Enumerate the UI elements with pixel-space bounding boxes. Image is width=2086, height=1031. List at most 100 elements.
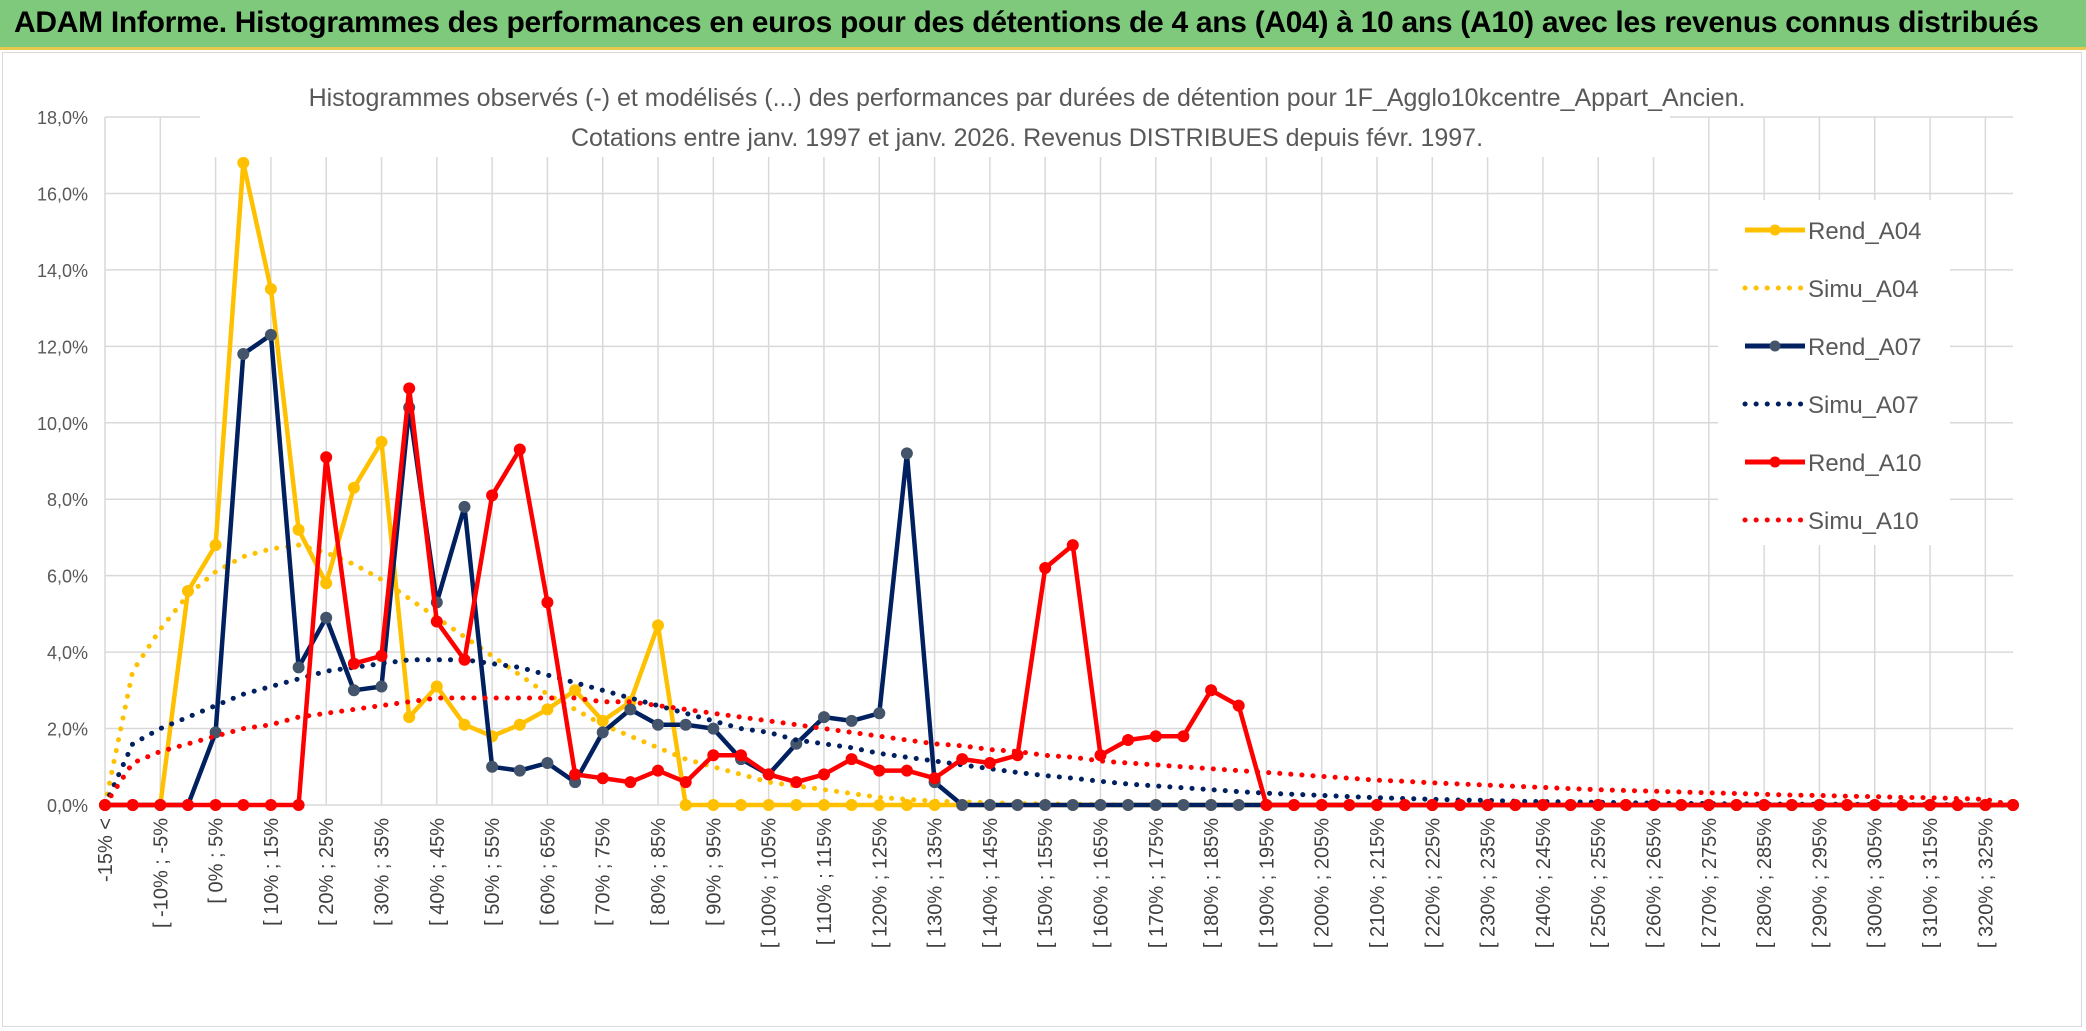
data-point <box>569 768 582 781</box>
data-point <box>1066 799 1079 811</box>
legend: Rend_A04 Simu_A04 Rend_A07 Simu_A07 Rend_A10… <box>1742 218 1921 535</box>
series-line-Simu_A07 <box>102 657 2016 808</box>
data-point <box>292 799 305 811</box>
data-point <box>596 726 609 739</box>
data-point <box>1149 730 1162 743</box>
chart-frame <box>2 52 2082 1027</box>
data-point <box>375 680 388 693</box>
data-point <box>873 707 886 720</box>
legend-label: Simu_A10 <box>1808 508 1919 535</box>
series-Simu_A07 <box>102 657 2016 808</box>
data-point <box>292 523 305 536</box>
x-tick-label: [ 200% ; 205% <box>1312 818 1334 948</box>
x-tick-label: [ 220% ; 225% <box>1422 818 1444 948</box>
x-axis-ticks: -15% < [ -10% ; -5% [ 0% ; 5% [ 10% ; 15% [ … <box>95 818 1997 948</box>
data-point <box>182 799 194 811</box>
title-backdrop <box>200 82 1670 157</box>
data-point <box>1205 684 1218 697</box>
data-point <box>735 749 747 762</box>
data-point <box>762 768 775 781</box>
y-tick-label: 8,0% <box>47 490 88 510</box>
data-point <box>983 757 996 769</box>
data-point <box>873 799 886 811</box>
data-point <box>1813 799 1826 811</box>
x-tick-label: [ 30% ; 35% <box>372 818 394 926</box>
data-point <box>1039 799 1052 811</box>
data-point <box>1979 799 1992 811</box>
legend-label: Simu_A04 <box>1808 276 1919 303</box>
legend-marker <box>1769 340 1781 352</box>
data-point <box>596 772 609 785</box>
data-point <box>375 649 388 662</box>
data-point <box>264 328 277 341</box>
x-tick-label: [ 40% ; 45% <box>427 818 449 926</box>
data-point <box>845 714 858 727</box>
data-point <box>486 489 499 502</box>
data-point <box>818 799 830 811</box>
data-point <box>679 718 692 731</box>
data-point <box>928 772 941 785</box>
y-axis-ticks: 0,0% 2,0% 4,0% 6,0% 8,0% 10,0% 12,0% 14,0% 16,0%… <box>37 108 88 816</box>
y-tick-label: 2,0% <box>47 720 88 740</box>
chart-title-line1: Histogrammes observés (-) et modélisés (… <box>309 84 1746 112</box>
data-point <box>900 764 913 777</box>
x-tick-label: [ 140% ; 145% <box>980 818 1002 948</box>
x-tick-label: [ 160% ; 165% <box>1090 818 1112 948</box>
data-point <box>541 703 554 716</box>
legend-backdrop <box>1718 200 1950 545</box>
data-point <box>1371 799 1383 811</box>
x-tick-label: [ 240% ; 245% <box>1533 818 1555 948</box>
data-point <box>956 753 969 766</box>
data-point <box>1232 799 1245 811</box>
data-point <box>1343 799 1356 811</box>
data-point <box>679 776 692 789</box>
data-point <box>1702 799 1715 811</box>
x-tick-label: [ 110% ; 115% <box>814 818 836 945</box>
x-tick-label: [ 130% ; 135% <box>925 818 947 948</box>
legend-item-Simu_A10: Simu_A10 <box>1742 508 1919 535</box>
data-point <box>818 768 830 781</box>
data-point <box>1785 799 1798 811</box>
legend-label: Rend_A04 <box>1808 218 1921 245</box>
data-point <box>1675 799 1688 811</box>
x-tick-label: [ 120% ; 125% <box>869 818 891 948</box>
data-point <box>375 435 388 448</box>
data-point <box>430 680 443 693</box>
data-point <box>1094 749 1107 762</box>
legend-label: Rend_A07 <box>1808 334 1921 361</box>
data-point <box>1288 799 1300 811</box>
data-point <box>1177 799 1190 811</box>
data-point <box>1868 799 1881 811</box>
legend-item-Rend_A04: Rend_A04 <box>1745 218 1921 245</box>
x-tick-label: [ 310% ; 315% <box>1920 818 1942 948</box>
y-tick-label: 18,0% <box>37 108 88 128</box>
x-tick-label: [ 210% ; 215% <box>1367 818 1389 948</box>
data-point <box>264 799 277 811</box>
x-tick-label: [ 270% ; 275% <box>1699 818 1721 948</box>
data-point <box>1094 799 1107 811</box>
data-point <box>624 776 637 789</box>
data-point <box>403 382 416 395</box>
data-point <box>1149 799 1162 811</box>
x-tick-label: [ 190% ; 195% <box>1256 818 1278 948</box>
data-point <box>1896 799 1909 811</box>
legend-marker <box>1769 224 1781 236</box>
gridlines <box>104 116 2013 806</box>
data-point <box>652 619 664 632</box>
data-point <box>707 799 720 811</box>
data-point <box>1951 799 1964 811</box>
data-point <box>652 764 664 777</box>
data-point <box>458 653 471 666</box>
x-tick-label: [ 0% ; 5% <box>206 818 228 904</box>
data-point <box>1730 799 1743 811</box>
legend-item-Rend_A10: Rend_A10 <box>1745 450 1921 477</box>
data-point <box>707 722 720 735</box>
data-point <box>292 661 305 674</box>
data-point <box>264 283 277 295</box>
data-point <box>900 447 913 460</box>
data-point <box>458 500 471 513</box>
data-point <box>237 156 250 169</box>
x-tick-label: [ 320% ; 325% <box>1975 818 1997 948</box>
y-tick-label: 12,0% <box>37 337 88 357</box>
data-point <box>1315 799 1328 811</box>
